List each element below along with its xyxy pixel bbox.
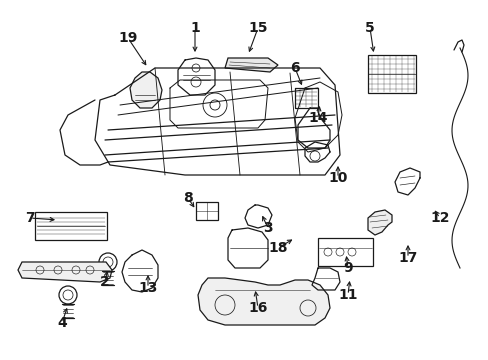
Polygon shape [367,210,391,235]
Bar [196,202,218,220]
Text: 7: 7 [25,211,35,225]
Text: 14: 14 [307,111,327,125]
Polygon shape [224,58,278,72]
Text: 8: 8 [183,191,192,205]
Text: 5: 5 [365,21,374,35]
Text: 11: 11 [338,288,357,302]
Text: 16: 16 [248,301,267,315]
Bar [367,55,415,93]
Polygon shape [18,262,112,282]
Text: 1: 1 [190,21,200,35]
Text: 12: 12 [429,211,449,225]
Text: 6: 6 [289,61,299,75]
Text: 10: 10 [327,171,347,185]
Text: 19: 19 [118,31,138,45]
Text: 18: 18 [268,241,287,255]
Text: 13: 13 [138,281,157,295]
Text: 15: 15 [248,21,267,35]
Polygon shape [130,72,162,108]
Bar [35,212,107,240]
Text: 2: 2 [100,275,110,289]
Text: 9: 9 [343,261,352,275]
Text: 3: 3 [263,221,272,235]
Text: 17: 17 [398,251,417,265]
Polygon shape [198,278,329,325]
Bar [317,238,372,266]
Text: 4: 4 [57,316,67,330]
